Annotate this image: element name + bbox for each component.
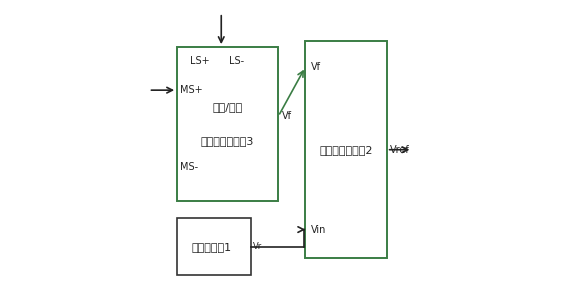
Text: Vref: Vref xyxy=(390,145,410,155)
Text: LS-: LS- xyxy=(229,56,244,66)
Text: 电压调节子电路2: 电压调节子电路2 xyxy=(319,145,373,155)
Text: 本地/远端: 本地/远端 xyxy=(212,102,243,112)
Bar xyxy=(306,41,387,258)
Text: Vf: Vf xyxy=(282,111,292,121)
Text: MS-: MS- xyxy=(180,162,198,172)
Text: Vin: Vin xyxy=(311,225,327,234)
Bar xyxy=(177,47,278,201)
Text: 自动采样子电路3: 自动采样子电路3 xyxy=(201,136,254,146)
Bar xyxy=(177,218,251,275)
Text: LS+: LS+ xyxy=(190,56,210,66)
Text: Vf: Vf xyxy=(311,62,321,72)
Text: MS+: MS+ xyxy=(180,85,203,95)
Text: 给定子电路1: 给定子电路1 xyxy=(191,242,231,252)
Text: Vr: Vr xyxy=(253,242,262,251)
